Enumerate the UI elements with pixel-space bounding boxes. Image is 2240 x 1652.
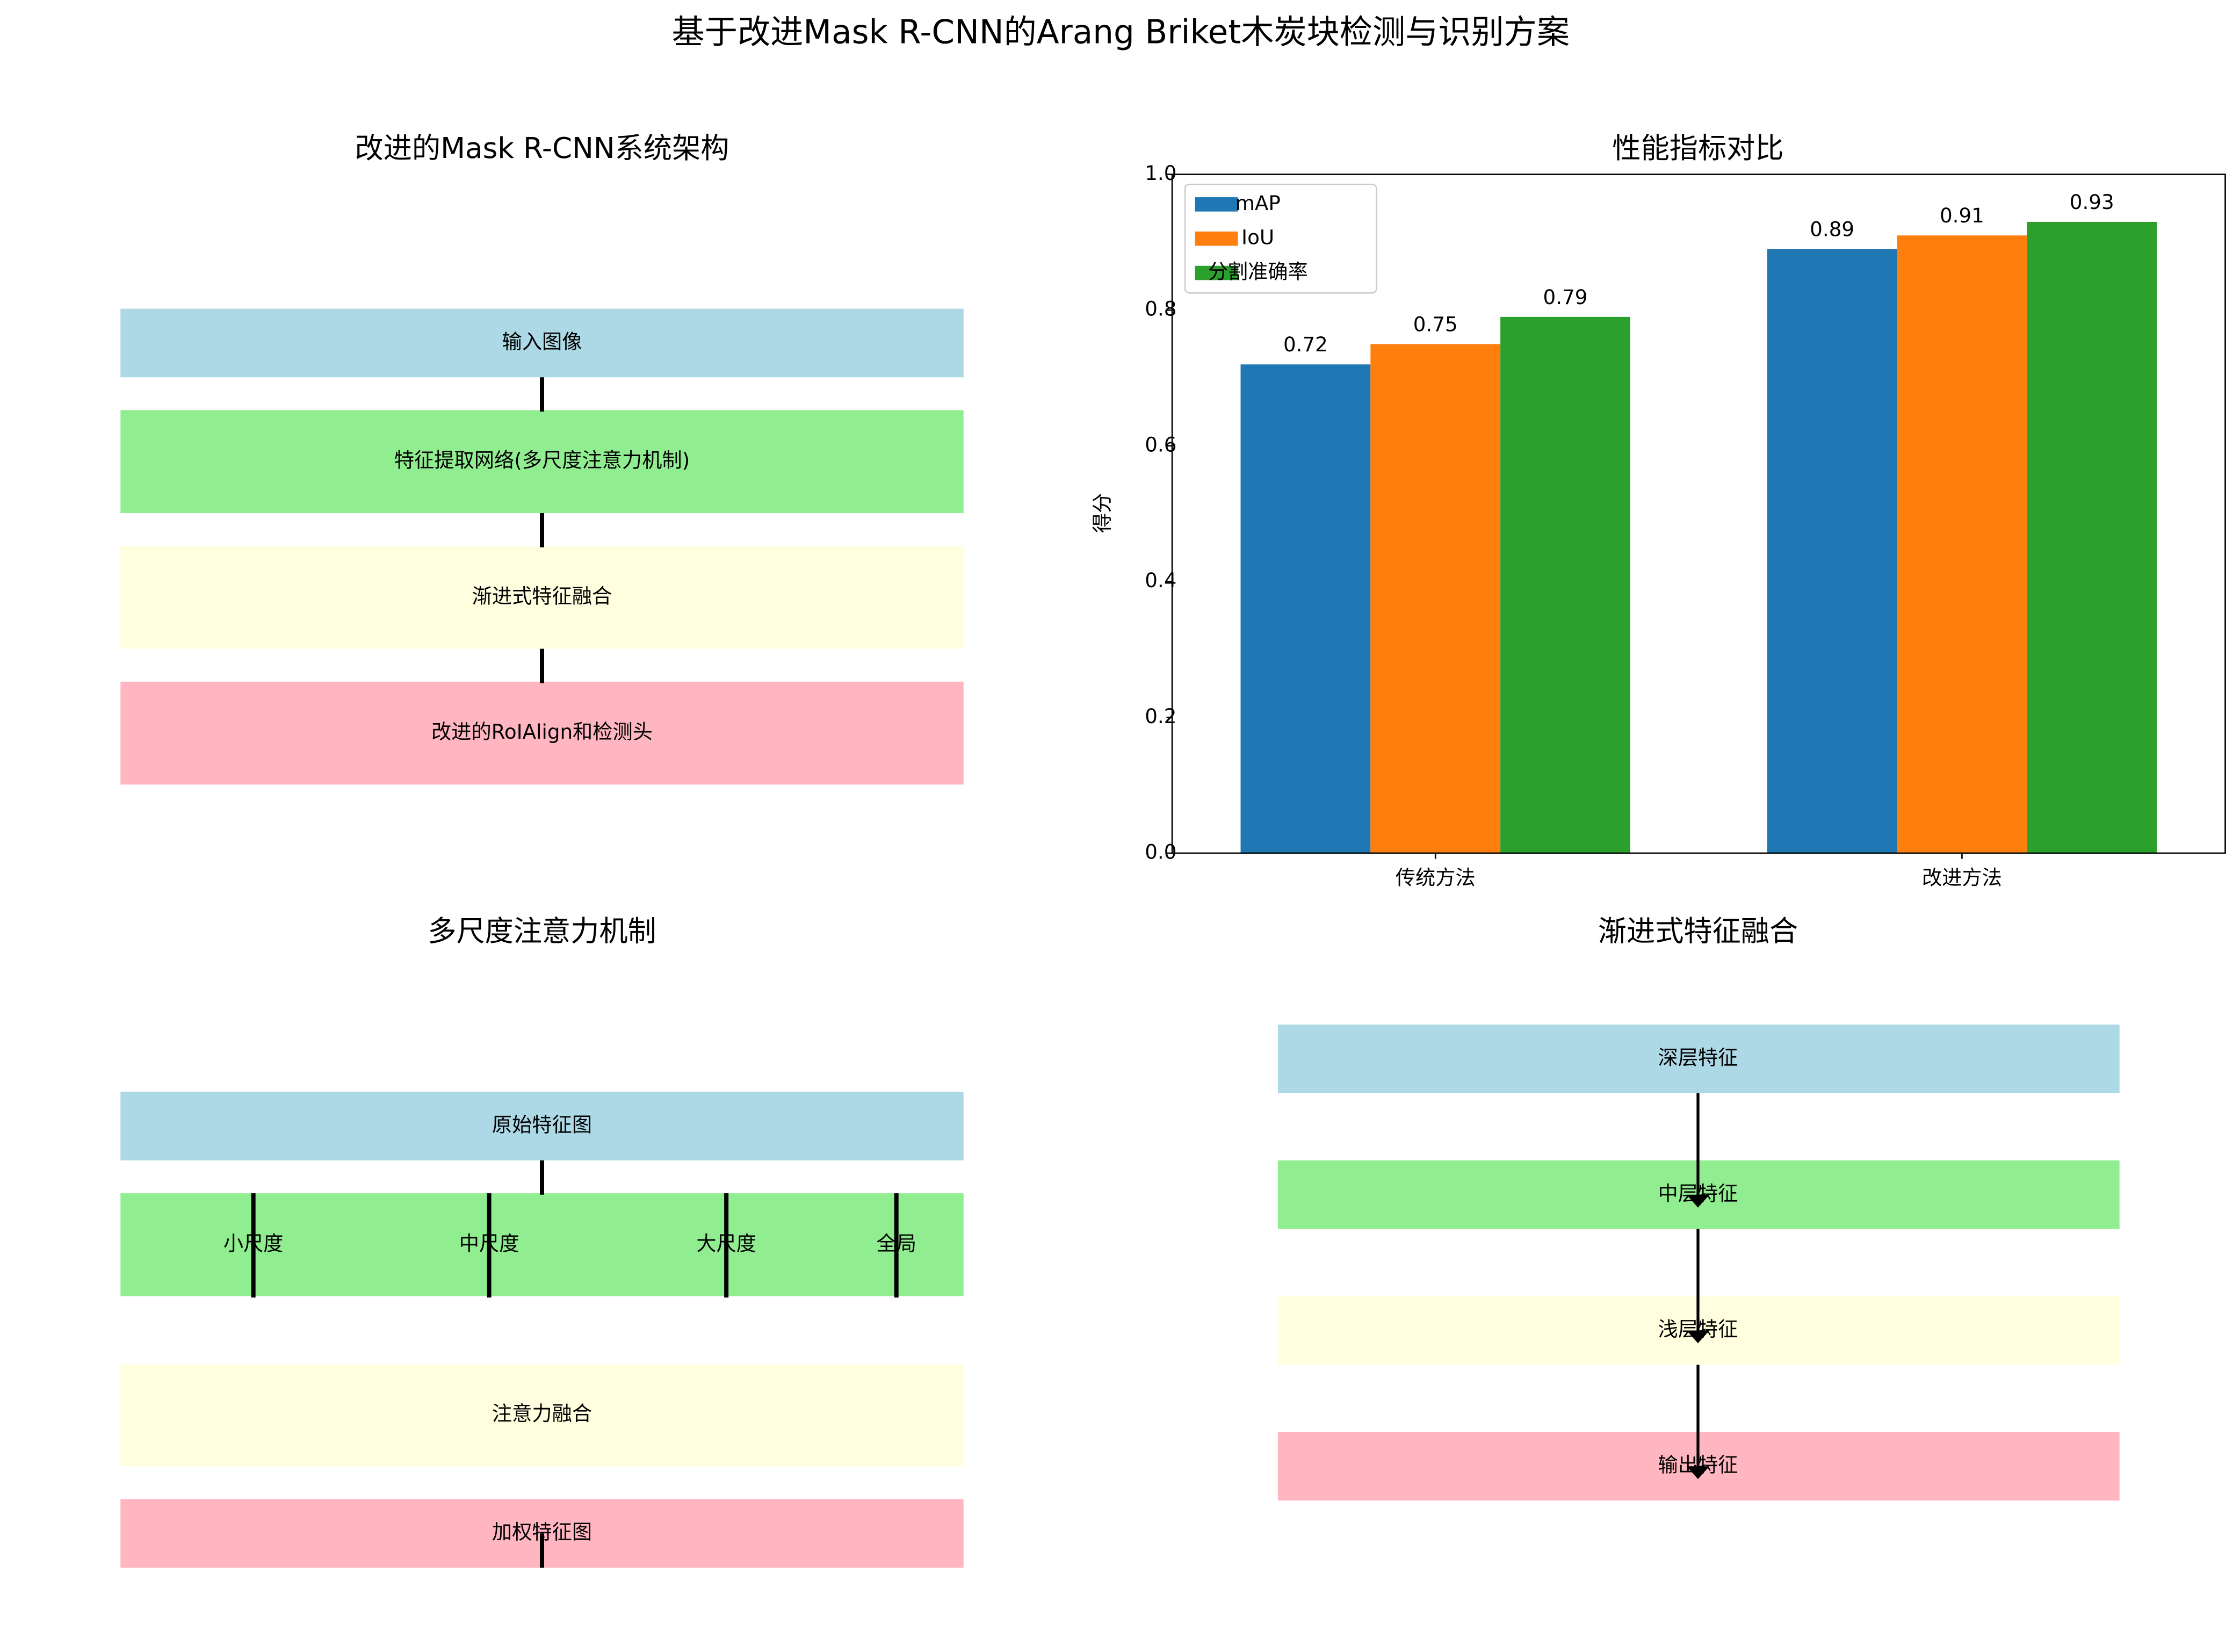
node-box (1277, 1025, 2120, 1093)
bar (1370, 344, 1501, 854)
bar (1767, 249, 1897, 854)
arrow (1686, 1229, 1710, 1344)
node-box (120, 1193, 964, 1296)
value-label: 0.72 (1283, 333, 1328, 356)
node-label: 原始特征图 (492, 1113, 592, 1137)
bar (2027, 221, 2157, 854)
axes-frame (1171, 174, 2226, 854)
node-box (120, 1365, 964, 1467)
arrow (1686, 1093, 1710, 1208)
value-label: 0.89 (1810, 217, 1854, 241)
legend-swatch (1195, 231, 1238, 246)
y-tick-label: 0.4 (1145, 568, 1176, 592)
diagram-title: 多尺度注意力机制 (428, 915, 656, 948)
node-box (120, 546, 964, 649)
bar (1240, 364, 1371, 854)
x-tick-label: 改进方法 (1922, 865, 2002, 889)
value-label: 0.75 (1413, 312, 1458, 336)
value-label: 0.91 (1940, 204, 1984, 227)
bar-chart: 性能指标对比 得分 0.0 0.2 0.4 0.6 0.8 1.0 传统方法 0.72 0.75… (1090, 132, 2226, 889)
y-axis-label: 得分 (1090, 493, 1114, 533)
chart-title: 性能指标对比 (1612, 132, 1783, 165)
node-box (120, 681, 964, 785)
node-label: 输入图像 (502, 330, 582, 354)
legend-swatch (1195, 197, 1238, 212)
diagram-title: 改进的Mask R-CNN系统架构 (355, 132, 729, 165)
node-label: 渐进式特征融合 (472, 584, 612, 608)
bar (1500, 316, 1630, 854)
y-tick-label: 0.6 (1145, 432, 1176, 456)
y-tick-label: 1.0 (1145, 161, 1176, 185)
value-label: 0.93 (2070, 190, 2114, 214)
legend-label: IoU (1241, 226, 1274, 249)
node-box (120, 1092, 964, 1160)
legend-swatch (1195, 265, 1238, 280)
node-box (120, 410, 964, 513)
attention-diagram: 多尺度注意力机制 原始特征图 小尺度 中尺度 大尺度 全局 注意力融合 加权特征… (120, 915, 964, 1568)
fusion-diagram: 渐进式特征融合 深层特征 中层特征 浅层特征 输出特征 (1277, 915, 2120, 1501)
architecture-diagram: 改进的Mask R-CNN系统架构 输入图像 特征提取网络(多尺度注意力机制) … (120, 132, 964, 785)
legend-label: 分割准确率 (1208, 260, 1308, 284)
x-tick-label: 传统方法 (1396, 865, 1476, 889)
bar (1897, 235, 2027, 854)
value-label: 0.79 (1543, 285, 1588, 309)
legend-label: mAP (1235, 191, 1281, 215)
y-tick-label: 0.0 (1145, 840, 1176, 864)
main-title: 基于改进Mask R-CNN的Arang Briket木炭块检测与识别方案 (672, 13, 1570, 51)
y-tick-label: 0.8 (1145, 297, 1176, 321)
node-box (120, 308, 964, 378)
node-label: 特征提取网络(多尺度注意力机制) (394, 449, 690, 472)
node-label: 注意力融合 (492, 1402, 592, 1425)
y-tick-label: 0.2 (1145, 704, 1176, 728)
node-label: 改进的RoIAlign和检测头 (431, 720, 653, 744)
node-label: 深层特征 (1658, 1046, 1738, 1070)
diagram-title: 渐进式特征融合 (1598, 915, 1798, 948)
arrow (1686, 1365, 1710, 1480)
